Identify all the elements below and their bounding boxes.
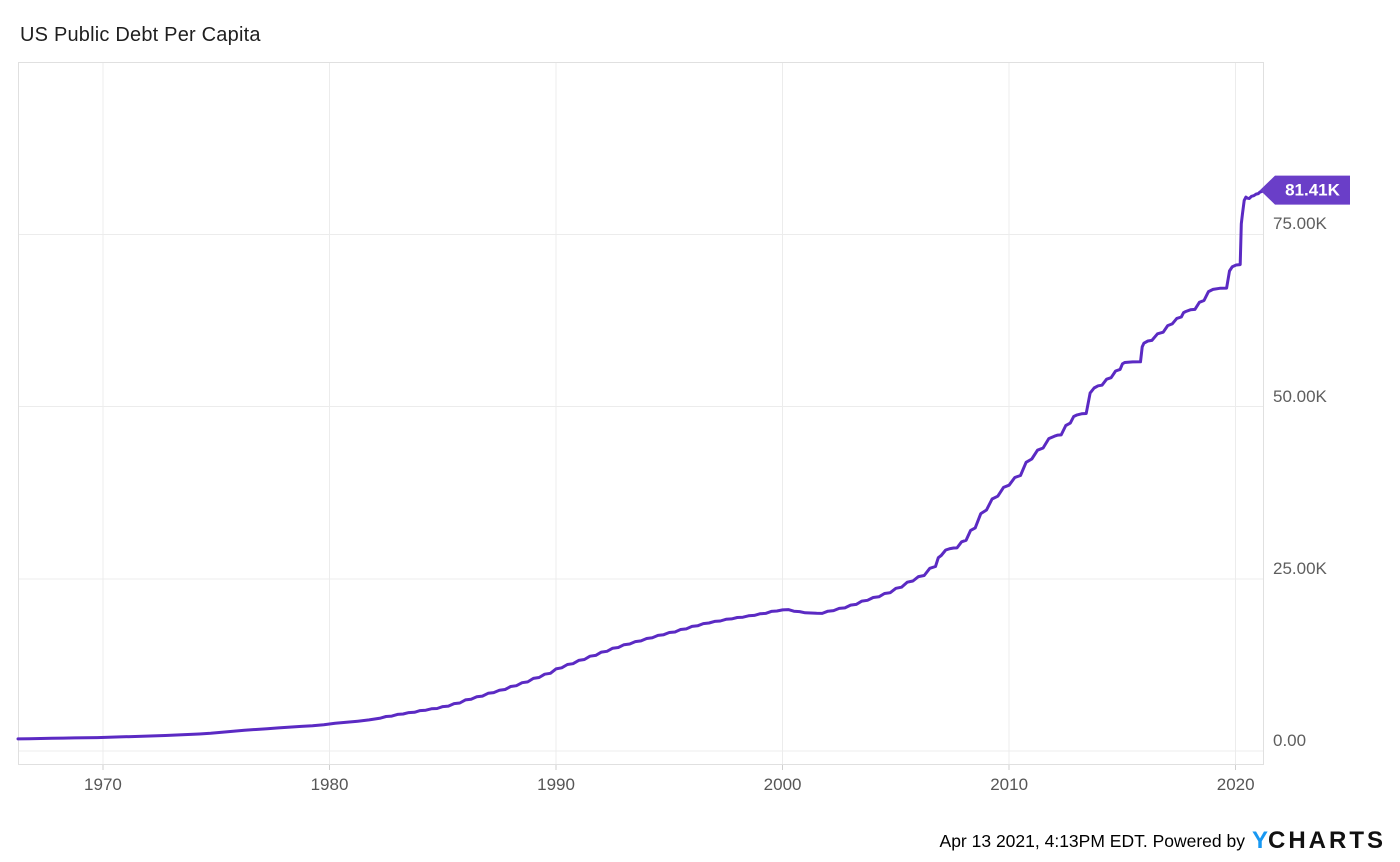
x-axis-tick-label: 2000 xyxy=(763,775,802,794)
debt-line-series[interactable] xyxy=(16,188,1266,741)
x-axis-tick-label: 2010 xyxy=(990,775,1029,794)
x-axis-tick-label: 1990 xyxy=(537,775,575,794)
chart-footer: Apr 13 2021, 4:13PM EDT. Powered by Y CHA… xyxy=(940,825,1386,857)
last-value-badge-label: 81.41K xyxy=(1285,181,1341,200)
ycharts-logo[interactable]: Y CHARTS xyxy=(1252,827,1386,855)
timestamp-text: Apr 13 2021, 4:13PM EDT. Powered by xyxy=(939,830,1245,851)
y-axis-tick-label: 50.00K xyxy=(1273,386,1327,406)
ycharts-logo-text: CHARTS xyxy=(1268,827,1386,854)
y-axis-tick-label: 25.00K xyxy=(1273,558,1327,578)
last-value-badge xyxy=(1260,175,1350,205)
ycharts-logo-y-icon: Y xyxy=(1251,827,1268,854)
chart-title: US Public Debt Per Capita xyxy=(20,24,261,46)
x-axis-tick-label: 2020 xyxy=(1216,775,1255,794)
y-axis-tick-label: 75.00K xyxy=(1273,214,1327,234)
x-axis-tick-label: 1980 xyxy=(310,775,349,794)
x-axis-tick-label: 1970 xyxy=(84,775,122,794)
plot-border xyxy=(18,62,1264,765)
y-axis-tick-label: 0.00 xyxy=(1273,731,1307,751)
